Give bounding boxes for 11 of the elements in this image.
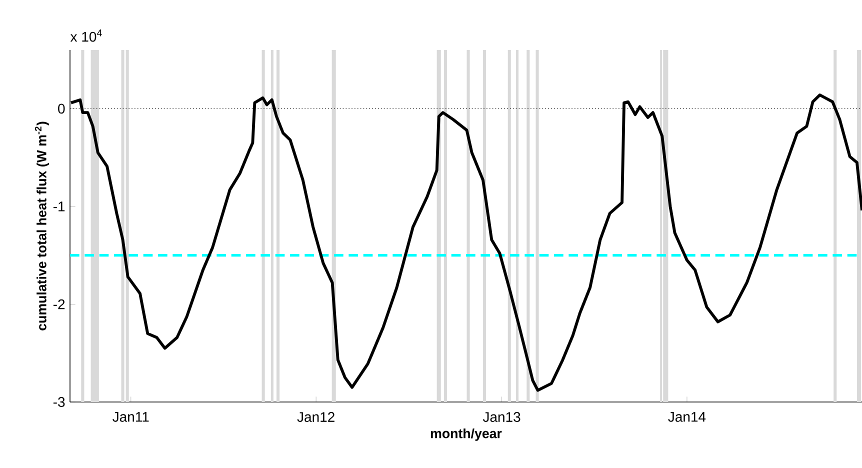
x-tick-label: Jan13 [482,412,520,422]
text: x 10$^{4}$ [70,30,102,42]
x-tick-label: Jan14 [668,412,706,422]
y-tick-label: -3 [53,397,65,407]
x-tick-label: Jan12 [297,412,334,422]
y-tick-label: -1 [53,202,65,212]
x-axis-title: month/year [430,428,502,441]
y-axis-title: cumulative total heat flux (W m$^{-2}$) [34,122,50,330]
y-tick-label: 0 [58,104,65,114]
x-tick-label: Jan11 [112,412,149,422]
y-tick-label: -2 [53,299,65,310]
